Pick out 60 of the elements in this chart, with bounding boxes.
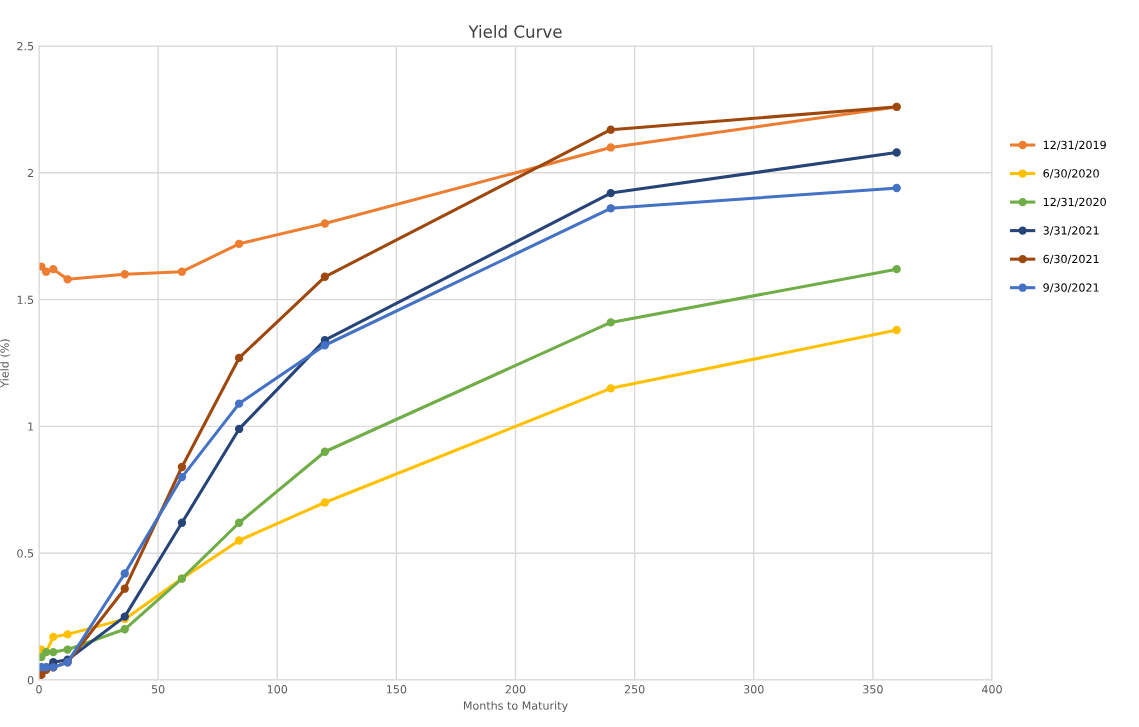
point — [606, 318, 615, 327]
point — [234, 239, 244, 248]
point — [177, 462, 187, 472]
x-tick-label: 350 — [863, 685, 883, 694]
point — [234, 536, 244, 545]
chart-title: Yield Curve — [468, 25, 562, 38]
point — [63, 630, 72, 639]
point — [606, 143, 615, 152]
point — [606, 125, 615, 134]
point — [606, 204, 615, 213]
y-tick-label: 1 — [28, 422, 34, 431]
legend-label: 9/30/2021 — [1043, 283, 1099, 293]
point — [320, 272, 330, 281]
point — [49, 265, 58, 274]
x-tick-label: 250 — [624, 685, 645, 694]
point — [234, 353, 244, 363]
point — [892, 148, 901, 157]
y-axis-title: Yield (%) — [0, 339, 11, 388]
x-tick-label: 150 — [386, 685, 407, 694]
x-tick-label: 50 — [151, 685, 165, 694]
point — [320, 341, 330, 350]
x-axis-title: Months to Maturity — [463, 701, 568, 712]
x-tick-label: 400 — [981, 685, 1002, 694]
point — [63, 645, 72, 654]
point — [120, 625, 129, 634]
point — [177, 472, 187, 482]
point — [41, 267, 51, 276]
point — [120, 569, 129, 578]
point — [606, 384, 615, 393]
point — [234, 518, 244, 527]
y-tick-label: 0.5 — [17, 549, 34, 558]
point — [120, 584, 129, 593]
point — [49, 647, 58, 657]
y-tick-label: 1.5 — [17, 295, 34, 304]
legend-label: 3/31/2021 — [1043, 226, 1099, 236]
point — [177, 518, 187, 527]
y-tick-label: 0 — [27, 675, 34, 685]
x-tick-label: 200 — [505, 685, 526, 694]
point — [606, 188, 615, 198]
point — [234, 424, 244, 434]
x-tick-label: 0 — [36, 685, 42, 694]
legend-label: 6/30/2020 — [1043, 169, 1099, 179]
x-tick-label: 300 — [743, 685, 764, 694]
point — [49, 632, 58, 642]
point — [892, 325, 901, 335]
legend-label: 12/31/2020 — [1043, 197, 1106, 208]
y-tick-label: 2 — [27, 168, 34, 178]
legend-label: 6/30/2021 — [1043, 254, 1099, 265]
x-tick-label: 100 — [267, 685, 288, 694]
point — [234, 399, 244, 408]
point — [320, 219, 330, 228]
point — [892, 265, 901, 274]
point — [63, 275, 72, 284]
point — [177, 267, 187, 276]
point — [320, 447, 330, 456]
point — [120, 270, 129, 279]
point — [892, 183, 901, 193]
point — [320, 498, 330, 507]
y-tick-label: 2.5 — [17, 41, 34, 51]
legend-label: 12/31/2019 — [1043, 140, 1106, 150]
